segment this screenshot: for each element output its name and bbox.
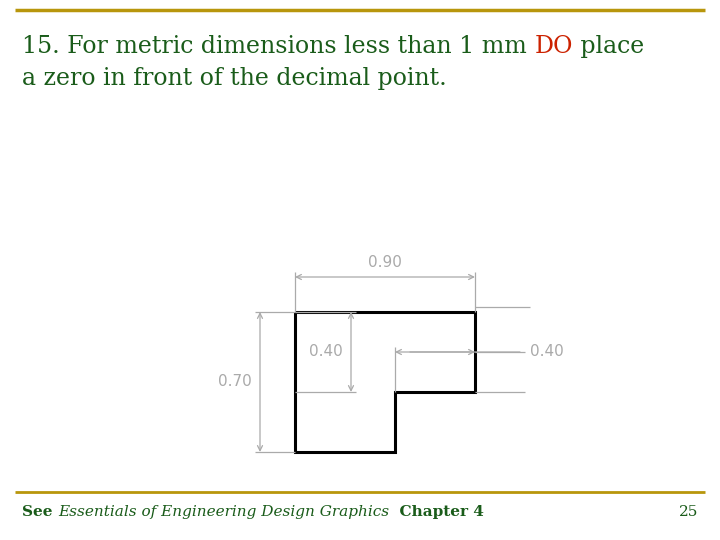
Text: Chapter 4: Chapter 4 (389, 505, 484, 519)
Text: 0.90: 0.90 (368, 255, 402, 270)
Text: place: place (572, 35, 644, 58)
Text: See: See (22, 505, 58, 519)
Text: DO: DO (534, 35, 572, 58)
Text: a zero in front of the decimal point.: a zero in front of the decimal point. (22, 67, 446, 90)
Text: 0.40: 0.40 (310, 345, 343, 360)
Text: 0.40: 0.40 (530, 345, 564, 360)
Text: Essentials of Engineering Design Graphics: Essentials of Engineering Design Graphic… (58, 505, 389, 519)
Text: 0.70: 0.70 (218, 375, 252, 389)
Text: 15. For metric dimensions less than 1 mm: 15. For metric dimensions less than 1 mm (22, 35, 534, 58)
Text: 25: 25 (679, 505, 698, 519)
